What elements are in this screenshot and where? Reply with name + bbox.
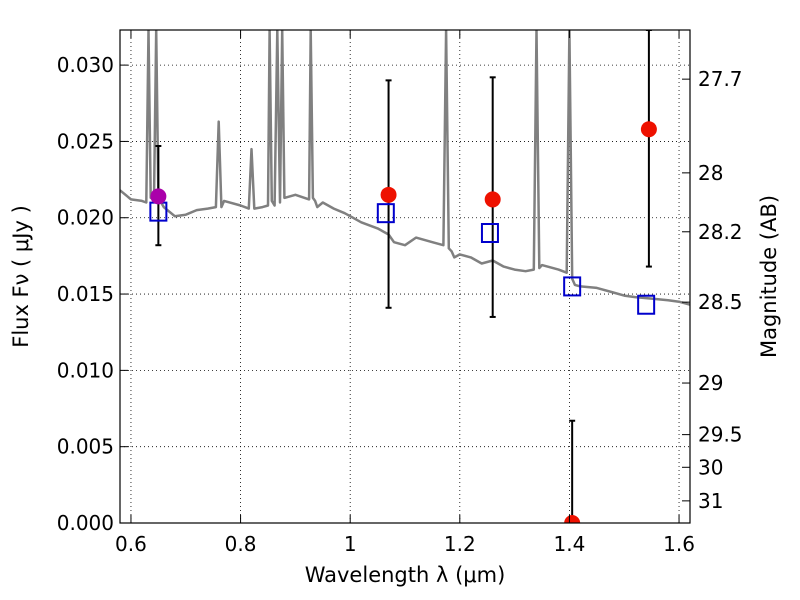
right-axis-tick-label: 28 xyxy=(698,161,723,185)
y-tick-label: 0.005 xyxy=(57,435,114,459)
observed-point xyxy=(484,191,501,208)
y-axis-label: Flux Fν ( μJy ) xyxy=(9,205,33,348)
model-photometry-points xyxy=(149,201,656,315)
model-spectrum xyxy=(120,30,690,306)
right-axis-label: Magnitude (AB) xyxy=(757,195,781,358)
right-axis-tick-label: 30 xyxy=(698,455,723,479)
right-axis-tick-label: 28.5 xyxy=(698,290,743,314)
right-axis-tick-label: 28.2 xyxy=(698,220,743,244)
plot-frame xyxy=(119,29,691,524)
x-tick-label: 0.8 xyxy=(225,532,257,556)
observed-point xyxy=(640,121,657,138)
y-tick-label: 0.030 xyxy=(57,53,114,77)
x-tick-label: 1.2 xyxy=(444,532,476,556)
y-tick-label: 0.015 xyxy=(57,282,114,306)
x-tick-label: 1.4 xyxy=(554,532,586,556)
right-axis-tick-label: 29 xyxy=(698,371,723,395)
x-tick-label: 0.6 xyxy=(115,532,147,556)
model-point xyxy=(376,203,395,224)
observed-point xyxy=(150,188,167,205)
y-tick-label: 0.000 xyxy=(57,511,114,535)
y-axis-ticks: 0.000 0.005 0.010 0.015 0.020 0.025 0.030 xyxy=(57,53,128,535)
right-axis-tick-label: 31 xyxy=(698,489,723,513)
x-tick-label: 1.6 xyxy=(663,532,695,556)
y-tick-label: 0.020 xyxy=(57,206,114,230)
model-point xyxy=(637,294,656,315)
observed-point xyxy=(564,515,581,523)
x-tick-label: 1 xyxy=(344,532,357,556)
y-tick-label: 0.025 xyxy=(57,129,114,153)
x-axis-ticks: 0.6 0.8 1 1.2 1.4 1.6 xyxy=(115,30,695,556)
model-point xyxy=(563,276,582,297)
observed-point xyxy=(380,186,397,203)
grid xyxy=(120,30,690,524)
y-tick-label: 0.010 xyxy=(57,358,114,382)
right-axis-tick-label: 27.7 xyxy=(698,67,743,91)
right-axis-tick-label: 29.5 xyxy=(698,423,743,447)
model-point xyxy=(480,223,499,243)
x-axis-label: Wavelength λ (μm) xyxy=(305,563,506,587)
right-axis-ticks: 27.7 28 28.2 28.5 29 29.5 30 31 xyxy=(682,67,743,513)
observed-photometry-points xyxy=(150,121,657,523)
spectrum-line xyxy=(120,30,690,306)
